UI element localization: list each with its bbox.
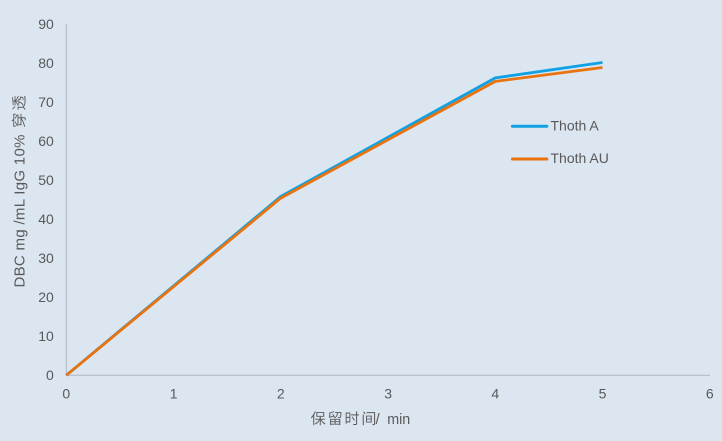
svg-text:Thoth AU: Thoth AU [551,150,609,166]
svg-text:20: 20 [38,289,54,305]
svg-text:30: 30 [38,250,54,266]
svg-text:90: 90 [38,16,54,32]
svg-text:2: 2 [277,385,285,401]
svg-text:80: 80 [38,55,54,71]
svg-text:3: 3 [384,385,392,401]
svg-text:DBC mg /mL IgG 10%: DBC mg /mL IgG 10% [12,134,29,287]
svg-text:min: min [387,412,410,428]
svg-text:10: 10 [38,328,54,344]
svg-text:50: 50 [38,172,54,188]
svg-text:/: / [376,412,381,428]
svg-text:70: 70 [38,94,54,110]
svg-text:0: 0 [46,367,54,383]
svg-text:5: 5 [599,385,607,401]
svg-text:60: 60 [38,133,54,149]
svg-text:6: 6 [706,385,714,401]
svg-text:40: 40 [38,211,54,227]
svg-text:Thoth A: Thoth A [551,118,600,134]
svg-text:0: 0 [62,385,70,401]
svg-text:4: 4 [491,385,499,401]
svg-text:1: 1 [170,385,178,401]
